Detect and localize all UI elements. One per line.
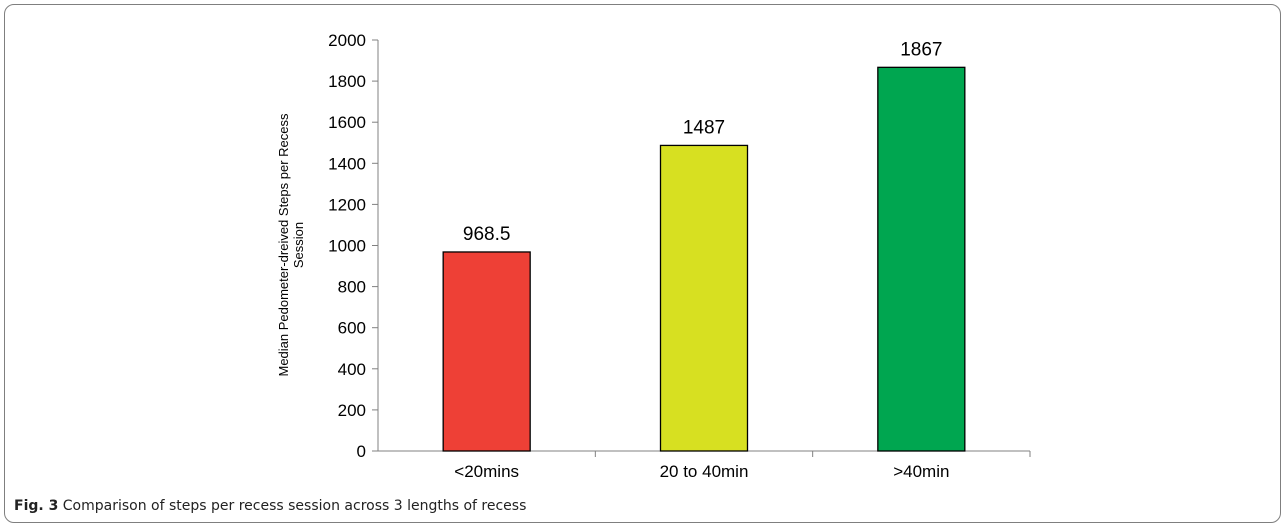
y-tick-label: 1600 xyxy=(328,113,366,132)
y-tick-label: 2000 xyxy=(328,31,366,50)
y-ticks: 0 200 400 600 800 1000 1200 1400 1600 1800 2000 xyxy=(328,31,378,461)
y-tick-label: 0 xyxy=(357,442,366,461)
bar-value-label: 1487 xyxy=(683,117,725,138)
y-tick-label: 800 xyxy=(338,278,366,297)
x-tick-label: 20 to 40min xyxy=(660,462,749,481)
y-tick-label: 1800 xyxy=(328,72,366,91)
bars xyxy=(442,66,966,452)
x-tick-label: <20mins xyxy=(454,462,519,481)
bar-value-label: 968.5 xyxy=(463,224,511,245)
y-axis-label-line-2: Session xyxy=(291,222,306,268)
bar xyxy=(659,144,749,452)
figure-caption-text: Comparison of steps per recess session a… xyxy=(62,498,527,514)
bar-value-label: 1867 xyxy=(900,39,942,60)
y-tick-label: 1400 xyxy=(328,154,366,173)
x-ticks: <20mins 20 to 40min >40min xyxy=(454,451,1031,481)
data-labels: 968.5 1487 1867 xyxy=(463,39,943,245)
y-tick-label: 200 xyxy=(338,401,366,420)
figure-frame xyxy=(4,4,1281,523)
figure-label: Fig. 3 xyxy=(14,498,59,514)
x-tick-label: >40min xyxy=(893,462,949,481)
y-tick-label: 400 xyxy=(338,360,366,379)
figure-caption: Fig. 3 Comparison of steps per recess se… xyxy=(14,498,526,514)
y-axis-label: Median Pedometer-dreived Steps per Reces… xyxy=(276,113,306,377)
y-tick-label: 1000 xyxy=(328,237,366,256)
y-tick-label: 1200 xyxy=(328,195,366,214)
y-axis-label-line-1: Median Pedometer-dreived Steps per Reces… xyxy=(276,113,291,377)
bar xyxy=(877,66,966,452)
y-tick-label: 600 xyxy=(338,319,366,338)
bar xyxy=(442,251,531,452)
